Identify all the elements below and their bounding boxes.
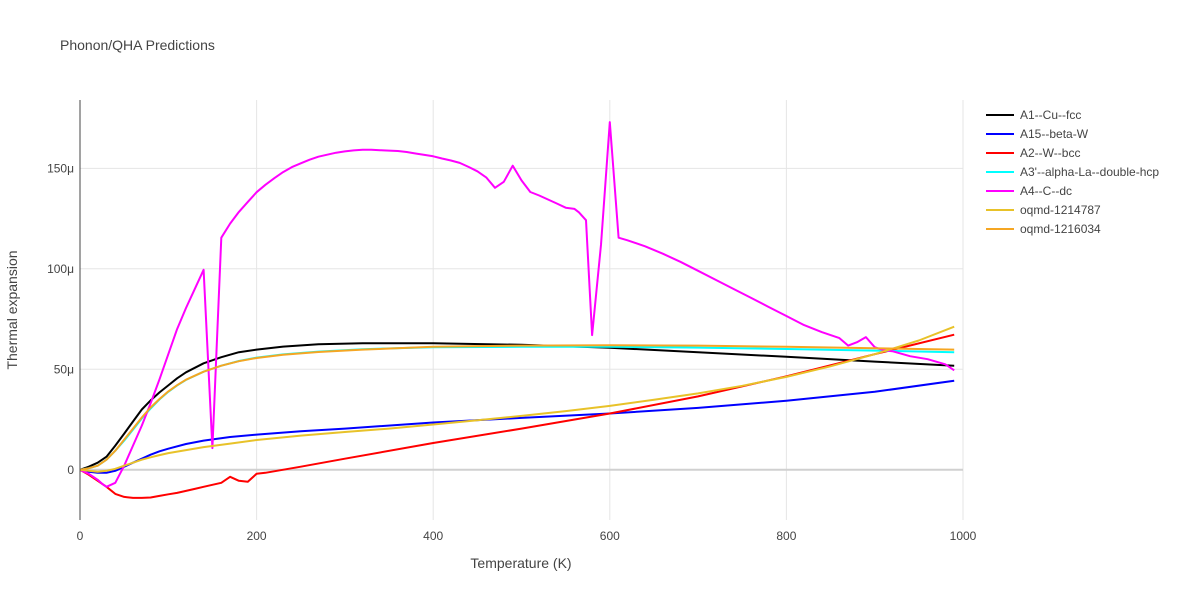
x-tick-label: 600: [600, 529, 620, 543]
series-line-a4-c-dc: [79, 121, 955, 488]
legend-item[interactable]: A1--Cu--fcc: [986, 108, 1081, 122]
y-axis-title: Thermal expansion: [4, 250, 20, 369]
legend-item[interactable]: oqmd-1214787: [986, 203, 1101, 217]
x-tick-label: 400: [423, 529, 443, 543]
series-line-a15-beta-w: [79, 379, 955, 474]
legend-item[interactable]: A4--C--dc: [986, 184, 1072, 198]
axes: 0 200 400 600 800 1000 0 50μ 100μ 150μ: [47, 100, 977, 543]
y-tick-label: 150μ: [47, 161, 74, 175]
y-tick-label: 50μ: [54, 362, 74, 376]
y-tick-label: 0: [67, 463, 74, 477]
chart-title: Phonon/QHA Predictions: [60, 37, 215, 53]
legend-label: A3'--alpha-La--double-hcp: [1020, 165, 1159, 179]
series-lines: [79, 121, 955, 499]
legend-item[interactable]: oqmd-1216034: [986, 222, 1101, 236]
series-line-oqmd-1214787: [79, 325, 955, 473]
x-tick-label: 0: [77, 529, 84, 543]
legend-item[interactable]: A2--W--bcc: [986, 146, 1080, 160]
x-tick-label: 200: [247, 529, 267, 543]
legend-label: oqmd-1214787: [1020, 203, 1101, 217]
legend: A1--Cu--fcc A15--beta-W A2--W--bcc A3'--alp…: [986, 108, 1159, 236]
series-line-a2-w-bcc: [79, 333, 955, 499]
legend-item[interactable]: A3'--alpha-La--double-hcp: [986, 165, 1159, 179]
x-tick-label: 800: [776, 529, 796, 543]
y-tick-label: 100μ: [47, 262, 74, 276]
legend-label: oqmd-1216034: [1020, 222, 1101, 236]
x-tick-label: 1000: [950, 529, 977, 543]
legend-item[interactable]: A15--beta-W: [986, 127, 1089, 141]
legend-label: A1--Cu--fcc: [1020, 108, 1081, 122]
grid: [80, 100, 964, 520]
legend-label: A2--W--bcc: [1020, 146, 1080, 160]
legend-label: A4--C--dc: [1020, 184, 1072, 198]
series-line-oqmd-1216034: [79, 344, 955, 471]
x-axis-title: Temperature (K): [470, 555, 571, 571]
legend-label: A15--beta-W: [1020, 127, 1089, 141]
